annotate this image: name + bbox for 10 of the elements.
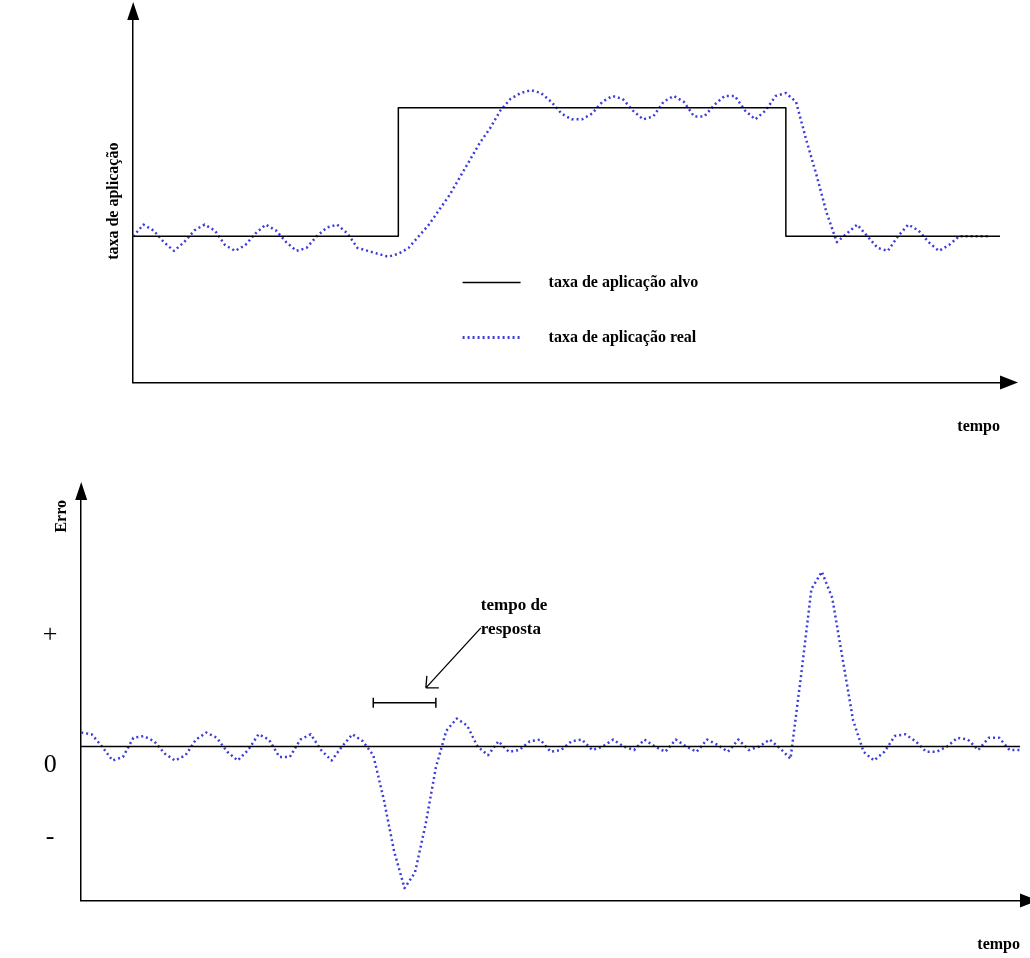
annotation: tempo de resposta: [480, 593, 549, 640]
x-axis-title: tempo: [957, 416, 1000, 435]
text: -: [44, 821, 56, 852]
y-axis-title: Erro: [51, 500, 69, 533]
legend-label: taxa de aplicação real: [548, 327, 697, 346]
y-axis-title: taxa de aplicação: [103, 142, 122, 260]
text: 0: [42, 749, 58, 780]
legend-label: taxa de aplicação alvo: [548, 272, 699, 291]
text: +: [41, 619, 59, 650]
x-axis-title: tempo: [977, 934, 1020, 953]
